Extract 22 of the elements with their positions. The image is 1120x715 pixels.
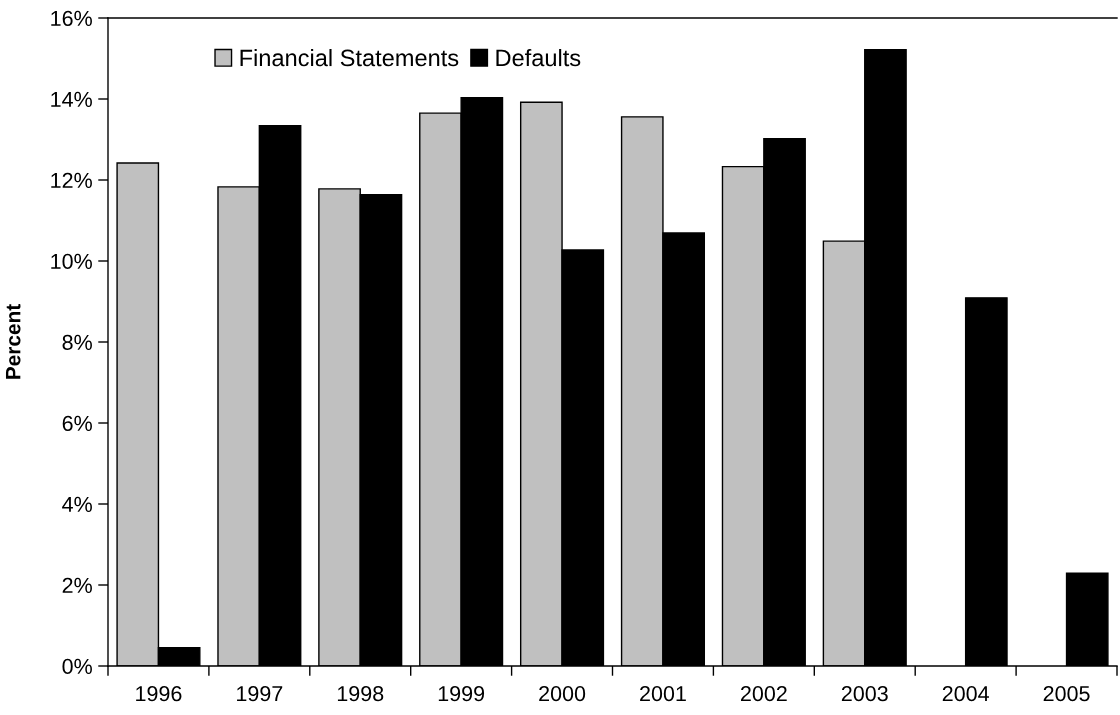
y-tick-label: 16%: [51, 10, 92, 27]
x-tick-label: 2005: [1043, 686, 1090, 702]
y-tick-label: 2%: [62, 577, 92, 593]
x-tick-label: 1996: [136, 686, 182, 702]
y-tick-label: 6%: [62, 415, 92, 432]
x-tick-label: 2000: [539, 686, 586, 702]
x-tick-label: 2004: [942, 686, 989, 702]
x-tick-label: 2001: [640, 686, 686, 702]
y-tick-label: 12%: [51, 172, 92, 188]
y-tick-label: 10%: [51, 253, 92, 270]
x-tick-label: 1998: [337, 686, 384, 702]
x-tick-label: 2002: [740, 686, 787, 702]
legend-label: Financial Statements: [240, 48, 459, 67]
y-axis-title: Percent: [5, 304, 21, 379]
x-tick-label: 2003: [841, 686, 888, 702]
y-tick-label: 14%: [51, 91, 92, 107]
legend-label: Defaults: [496, 48, 581, 67]
y-tick-label: 8%: [62, 334, 92, 351]
x-tick-label: 1997: [237, 686, 283, 702]
y-tick-label: 0%: [62, 658, 92, 675]
y-tick-label: 4%: [62, 496, 92, 512]
x-tick-label: 1999: [438, 686, 485, 702]
